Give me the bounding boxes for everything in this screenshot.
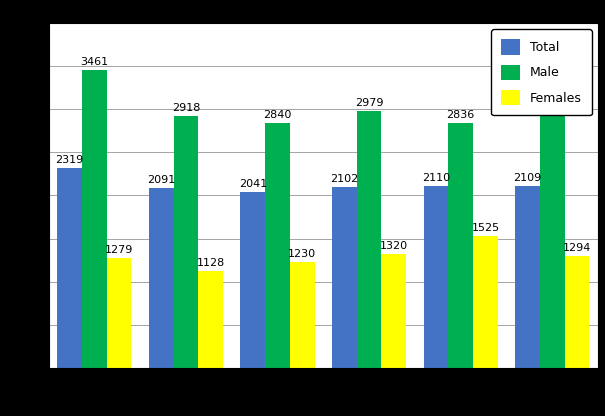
Text: 2979: 2979 <box>355 98 384 108</box>
Text: 2836: 2836 <box>446 110 475 120</box>
Text: 3461: 3461 <box>80 57 108 67</box>
Text: 1230: 1230 <box>288 249 316 259</box>
Bar <box>564 256 589 368</box>
Bar <box>540 113 564 368</box>
Bar <box>57 168 82 368</box>
Text: 2109: 2109 <box>514 173 541 183</box>
Bar <box>149 188 174 368</box>
Text: Accidents at work per 100,000 wage and salary earners: Accidents at work per 100,000 wage and s… <box>54 7 405 20</box>
Text: 2918: 2918 <box>172 103 200 113</box>
Bar <box>382 254 406 368</box>
Text: 1128: 1128 <box>197 258 225 267</box>
Bar <box>240 192 265 368</box>
Text: 2041: 2041 <box>238 179 267 189</box>
Bar <box>424 186 448 368</box>
Bar <box>448 124 473 368</box>
Text: 2954: 2954 <box>538 100 566 110</box>
Text: 1294: 1294 <box>563 243 591 253</box>
Text: 2091: 2091 <box>147 175 175 185</box>
Text: 2840: 2840 <box>263 110 292 120</box>
Text: 2110: 2110 <box>422 173 450 183</box>
Bar <box>106 258 131 368</box>
Legend: Total, Male, Females: Total, Male, Females <box>491 30 592 115</box>
Bar <box>174 116 198 368</box>
Bar <box>82 69 106 368</box>
Bar <box>332 187 357 368</box>
Bar <box>357 111 382 368</box>
Text: 1279: 1279 <box>105 245 133 255</box>
Bar <box>473 236 498 368</box>
Bar <box>290 262 315 368</box>
Text: 2102: 2102 <box>330 173 359 183</box>
Text: 1525: 1525 <box>471 223 500 233</box>
Bar <box>515 186 540 368</box>
Bar <box>265 123 290 368</box>
Text: 1320: 1320 <box>380 241 408 251</box>
Text: 2319: 2319 <box>56 155 83 165</box>
Bar <box>198 270 223 368</box>
X-axis label: Age: Age <box>311 396 335 409</box>
